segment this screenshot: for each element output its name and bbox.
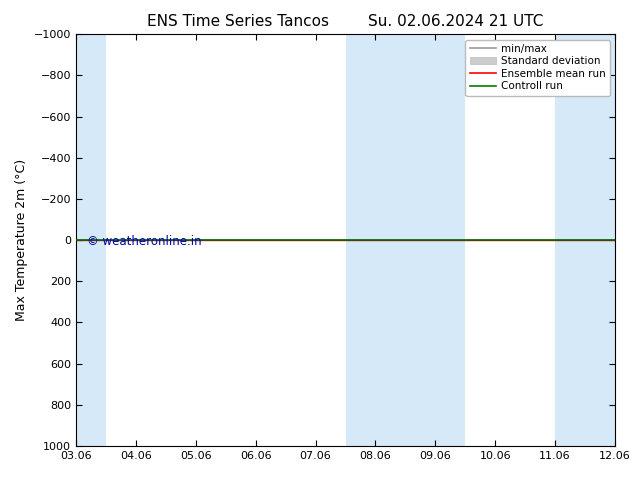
Legend: min/max, Standard deviation, Ensemble mean run, Controll run: min/max, Standard deviation, Ensemble me… [465,40,610,96]
Bar [46,34,106,446]
Bar [555,34,634,446]
Text: © weatheronline.in: © weatheronline.in [87,235,202,248]
Title: ENS Time Series Tancos        Su. 02.06.2024 21 UTC: ENS Time Series Tancos Su. 02.06.2024 21… [147,14,544,29]
Bar [346,34,465,446]
Y-axis label: Max Temperature 2m (°C): Max Temperature 2m (°C) [15,159,29,321]
